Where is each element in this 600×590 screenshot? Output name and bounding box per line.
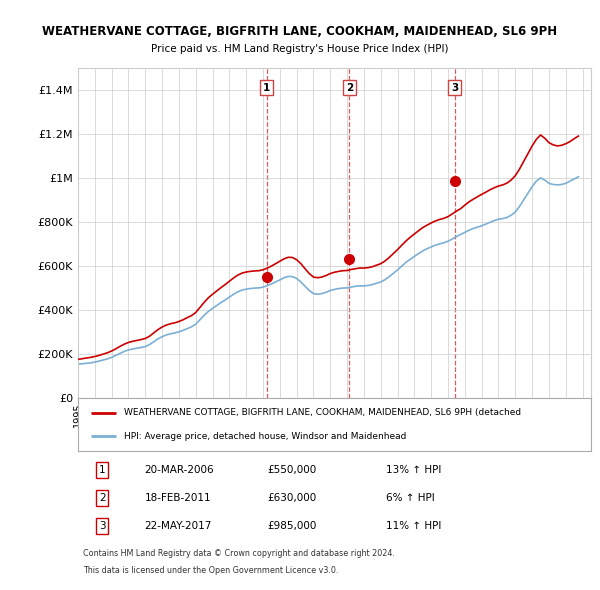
Text: 22-MAY-2017: 22-MAY-2017 [145, 521, 212, 531]
Text: This data is licensed under the Open Government Licence v3.0.: This data is licensed under the Open Gov… [83, 566, 338, 575]
Text: WEATHERVANE COTTAGE, BIGFRITH LANE, COOKHAM, MAIDENHEAD, SL6 9PH (detached: WEATHERVANE COTTAGE, BIGFRITH LANE, COOK… [124, 408, 521, 417]
Text: 1: 1 [99, 465, 106, 475]
Text: Contains HM Land Registry data © Crown copyright and database right 2024.: Contains HM Land Registry data © Crown c… [83, 549, 395, 558]
Text: 11% ↑ HPI: 11% ↑ HPI [386, 521, 441, 531]
Text: 2: 2 [99, 493, 106, 503]
Text: 6% ↑ HPI: 6% ↑ HPI [386, 493, 434, 503]
Text: HPI: Average price, detached house, Windsor and Maidenhead: HPI: Average price, detached house, Wind… [124, 432, 407, 441]
Text: WEATHERVANE COTTAGE, BIGFRITH LANE, COOKHAM, MAIDENHEAD, SL6 9PH: WEATHERVANE COTTAGE, BIGFRITH LANE, COOK… [43, 25, 557, 38]
Text: £550,000: £550,000 [268, 465, 317, 475]
Text: 13% ↑ HPI: 13% ↑ HPI [386, 465, 441, 475]
Text: 3: 3 [99, 521, 106, 531]
Text: 1: 1 [263, 83, 271, 93]
Text: Price paid vs. HM Land Registry's House Price Index (HPI): Price paid vs. HM Land Registry's House … [151, 44, 449, 54]
Text: £985,000: £985,000 [268, 521, 317, 531]
Text: 18-FEB-2011: 18-FEB-2011 [145, 493, 211, 503]
Text: 3: 3 [451, 83, 458, 93]
Text: 20-MAR-2006: 20-MAR-2006 [145, 465, 214, 475]
Text: 2: 2 [346, 83, 353, 93]
Text: £630,000: £630,000 [268, 493, 317, 503]
